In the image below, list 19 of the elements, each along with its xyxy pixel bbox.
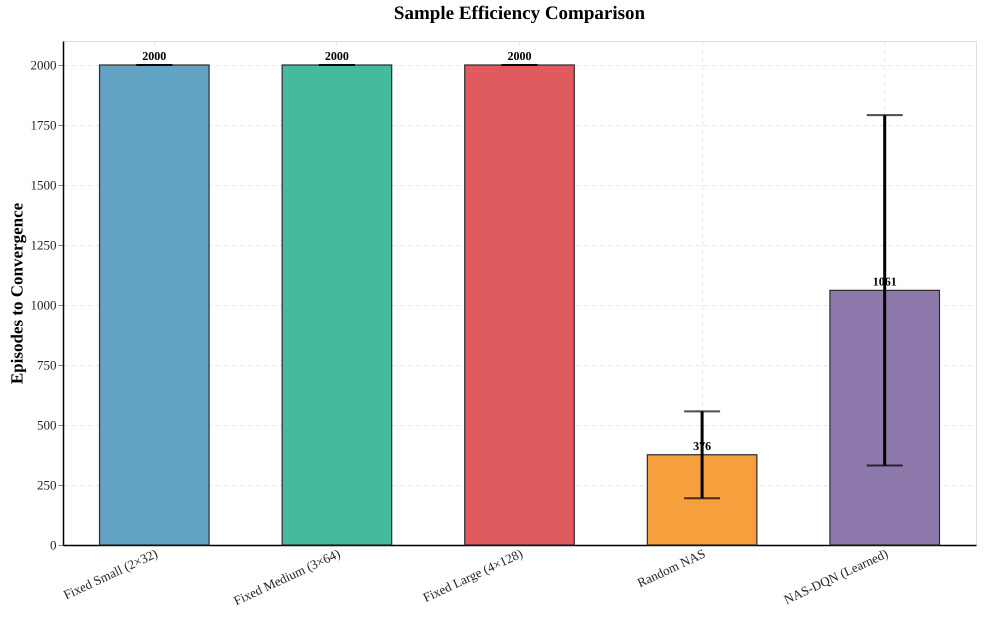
- y-tick-label: 1000: [30, 298, 56, 312]
- y-tick-label: 500: [37, 418, 56, 432]
- data-label: 2000: [142, 49, 166, 63]
- y-tick-label: 1500: [30, 178, 56, 192]
- data-label: 2000: [324, 49, 349, 63]
- y-tick-label: 750: [37, 358, 56, 372]
- bar: [98, 64, 210, 546]
- y-tick-label: 2000: [30, 58, 56, 72]
- bar: [829, 290, 940, 546]
- y-tick-label: 1250: [30, 238, 56, 252]
- y-tick-label: 1750: [30, 118, 56, 132]
- y-axis-title: Episodes to Convergence: [8, 202, 26, 384]
- bar: [282, 64, 392, 546]
- chart-title: Sample Efficiency Comparison: [394, 3, 646, 24]
- bar: [464, 64, 575, 546]
- y-tick-label: 0: [50, 538, 56, 552]
- data-label: 2000: [508, 49, 532, 63]
- y-tick-label: 250: [37, 478, 56, 492]
- bar: [646, 454, 758, 546]
